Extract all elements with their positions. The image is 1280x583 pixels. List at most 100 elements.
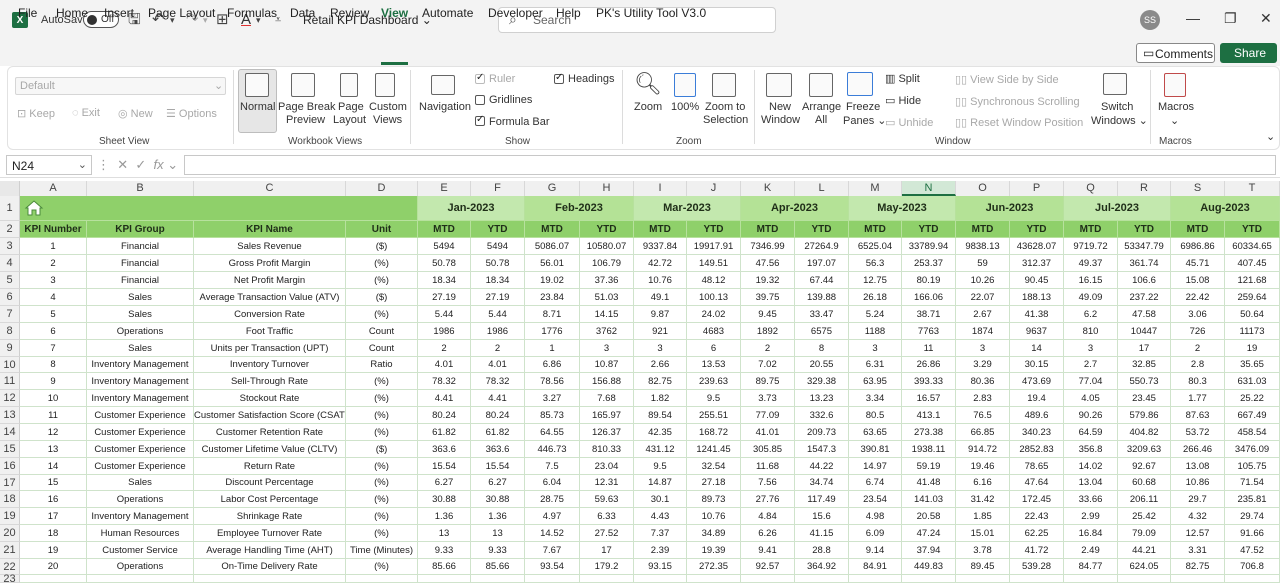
table-cell[interactable]: 9838.13: [956, 238, 1010, 255]
table-cell[interactable]: 7763: [902, 323, 956, 340]
table-cell[interactable]: 49.37: [1064, 255, 1118, 272]
table-cell[interactable]: 64.55: [525, 424, 580, 441]
table-cell[interactable]: 1986: [418, 323, 471, 340]
table-cell[interactable]: 6.31: [849, 357, 902, 373]
table-cell[interactable]: 12: [20, 424, 87, 441]
table-cell[interactable]: 19.46: [956, 458, 1010, 475]
table-cell[interactable]: 19: [20, 542, 87, 559]
table-cell[interactable]: 2852.83: [1010, 441, 1064, 458]
zoom-to-selection-icon[interactable]: [712, 73, 736, 97]
table-cell[interactable]: 23.04: [580, 458, 634, 475]
row-header-23[interactable]: 23: [0, 574, 20, 583]
table-cell[interactable]: 10.26: [956, 272, 1010, 289]
table-cell[interactable]: 11173: [1225, 323, 1280, 340]
page-break-preview-label-2[interactable]: Preview: [286, 114, 326, 126]
table-cell[interactable]: 1938.11: [902, 441, 956, 458]
table-cell[interactable]: 1.77: [1171, 390, 1225, 407]
table-cell[interactable]: 12.31: [580, 475, 634, 491]
table-cell[interactable]: 5086.07: [525, 238, 580, 255]
freeze-panes-label-1[interactable]: Freeze: [846, 101, 881, 113]
macros-chevron-icon[interactable]: ⌄: [1170, 115, 1180, 127]
table-cell[interactable]: Discount Percentage: [194, 475, 346, 491]
table-cell[interactable]: 3.34: [849, 390, 902, 407]
table-cell[interactable]: ($): [346, 289, 418, 306]
empty-cell[interactable]: [902, 575, 956, 583]
insert-function-icon[interactable]: fx: [153, 157, 164, 172]
empty-cell[interactable]: [795, 575, 849, 583]
table-cell[interactable]: 1986: [471, 323, 525, 340]
table-cell[interactable]: 47.52: [1225, 542, 1280, 559]
table-cell[interactable]: 8: [795, 340, 849, 357]
column-header-o[interactable]: O: [956, 181, 1010, 196]
table-cell[interactable]: 27.18: [687, 475, 741, 491]
column-header-g[interactable]: G: [525, 181, 580, 196]
empty-cell[interactable]: [849, 575, 902, 583]
table-cell[interactable]: 255.51: [687, 407, 741, 424]
table-cell[interactable]: 89.73: [687, 491, 741, 508]
formula-bar-checkbox[interactable]: [475, 114, 485, 126]
table-cell[interactable]: Sales Revenue: [194, 238, 346, 255]
table-cell[interactable]: (%): [346, 424, 418, 441]
table-cell[interactable]: 489.6: [1010, 407, 1064, 424]
table-cell[interactable]: 188.13: [1010, 289, 1064, 306]
table-cell[interactable]: Count: [346, 340, 418, 357]
table-cell[interactable]: Customer Experience: [87, 441, 194, 458]
table-cell[interactable]: 4.97: [525, 508, 580, 525]
table-cell[interactable]: 1241.45: [687, 441, 741, 458]
table-cell[interactable]: 2: [20, 255, 87, 272]
table-cell[interactable]: 5.44: [471, 306, 525, 323]
table-cell[interactable]: (%): [346, 390, 418, 407]
table-cell[interactable]: 35.65: [1225, 357, 1280, 373]
table-cell[interactable]: 59.19: [902, 458, 956, 475]
arrange-all-label-2[interactable]: All: [815, 114, 828, 126]
table-cell[interactable]: 16.57: [902, 390, 956, 407]
table-cell[interactable]: 390.81: [849, 441, 902, 458]
tab-utility-tool[interactable]: PK's Utility Tool V3.0: [596, 6, 707, 20]
table-cell[interactable]: 413.1: [902, 407, 956, 424]
table-cell[interactable]: 13: [418, 525, 471, 542]
table-cell[interactable]: 631.03: [1225, 373, 1280, 390]
table-cell[interactable]: 67.44: [795, 272, 849, 289]
table-cell[interactable]: 26.86: [902, 357, 956, 373]
arrange-all-label-1[interactable]: Arrange: [802, 101, 842, 113]
table-cell[interactable]: 41.38: [1010, 306, 1064, 323]
table-cell[interactable]: 10.87: [580, 357, 634, 373]
empty-cell[interactable]: [20, 575, 87, 583]
table-cell[interactable]: 22.07: [956, 289, 1010, 306]
navigation-icon[interactable]: [431, 75, 455, 95]
unhide-button[interactable]: ▭ Unhide: [885, 117, 934, 129]
macros-icon[interactable]: [1164, 73, 1186, 97]
table-cell[interactable]: 78.32: [471, 373, 525, 390]
table-cell[interactable]: 5.44: [418, 306, 471, 323]
table-cell[interactable]: 9.33: [471, 542, 525, 559]
table-cell[interactable]: 235.81: [1225, 491, 1280, 508]
tab-insert[interactable]: Insert: [104, 6, 135, 20]
custom-views-label-2[interactable]: Views: [373, 114, 403, 126]
name-box[interactable]: N24 ⌄: [6, 155, 92, 175]
table-cell[interactable]: Conversion Rate: [194, 306, 346, 323]
table-cell[interactable]: 2: [1171, 340, 1225, 357]
table-cell[interactable]: 90.26: [1064, 407, 1118, 424]
table-cell[interactable]: 60.68: [1118, 475, 1171, 491]
row-header-18[interactable]: 18: [0, 491, 20, 508]
empty-cell[interactable]: [1118, 575, 1171, 583]
table-cell[interactable]: 7.5: [525, 458, 580, 475]
table-cell[interactable]: 3209.63: [1118, 441, 1171, 458]
redo-dropdown-icon[interactable]: ▾: [203, 15, 208, 25]
table-cell[interactable]: 8: [20, 357, 87, 373]
table-cell[interactable]: (%): [346, 475, 418, 491]
freeze-panes-icon[interactable]: [847, 72, 873, 96]
table-cell[interactable]: 4: [20, 289, 87, 306]
tab-review[interactable]: Review: [330, 6, 370, 20]
table-cell[interactable]: 5494: [418, 238, 471, 255]
table-cell[interactable]: 33.66: [1064, 491, 1118, 508]
hide-button[interactable]: ▭ Hide: [885, 95, 922, 107]
table-cell[interactable]: 31.42: [956, 491, 1010, 508]
table-cell[interactable]: Customer Service: [87, 542, 194, 559]
row-header-10[interactable]: 10: [0, 357, 20, 373]
table-cell[interactable]: 61.82: [418, 424, 471, 441]
column-header-d[interactable]: D: [346, 181, 418, 196]
table-cell[interactable]: 197.07: [795, 255, 849, 272]
table-cell[interactable]: 11.68: [741, 458, 795, 475]
table-cell[interactable]: 156.88: [580, 373, 634, 390]
